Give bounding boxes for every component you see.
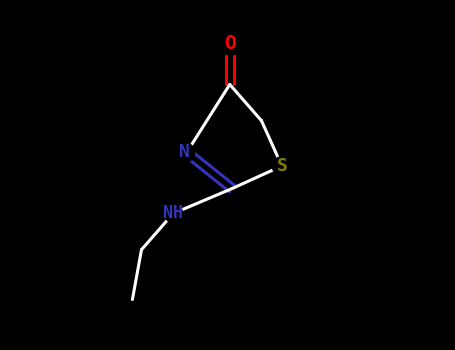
Text: S: S [276, 157, 287, 175]
Text: NH: NH [163, 204, 183, 223]
Text: N: N [179, 144, 190, 161]
Text: O: O [224, 34, 236, 53]
